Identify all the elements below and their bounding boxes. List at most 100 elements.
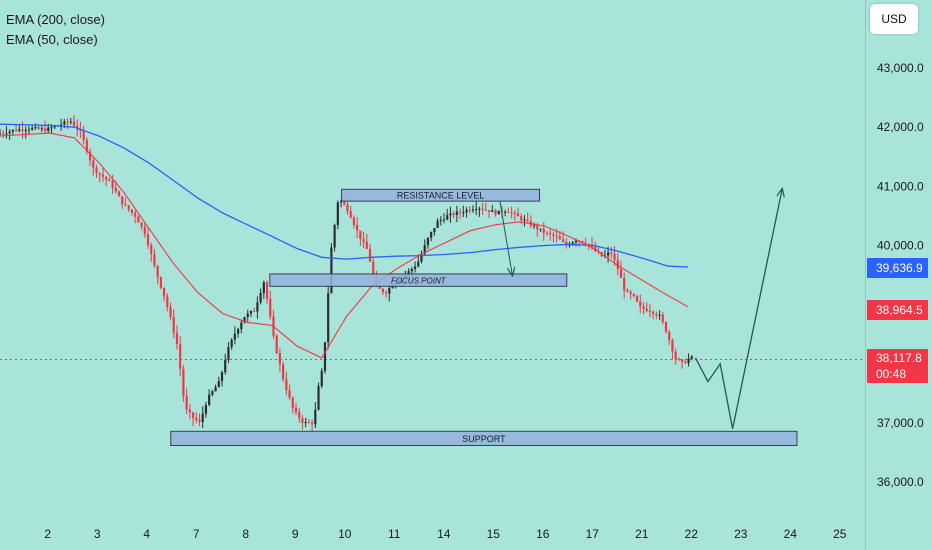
currency-button[interactable]: USD [870,4,918,34]
candle-body [101,174,105,177]
annotations-group [499,189,783,430]
countdown-timer: 00:48 [876,367,907,381]
candle-body [430,232,433,238]
candle-body [143,226,146,235]
candle-body [179,344,182,370]
candle-body [172,317,175,333]
candle-body [323,342,327,371]
candle-body [356,225,359,231]
candle-body [63,121,66,125]
candle-body [121,196,124,205]
candle-body [558,236,561,240]
candle-body [130,209,134,213]
candle-body [327,293,330,343]
candle-body [410,268,413,272]
candle-body [249,311,253,314]
candle-body [72,121,76,126]
candle-body [613,253,616,261]
candle-body [568,244,571,246]
candle-body [336,202,339,225]
candle-body [571,242,574,245]
last-price-value: 38,117.8 [876,351,922,365]
candle-body [471,209,475,211]
candle-body [88,151,92,161]
candle-body [211,391,214,395]
candle-body [201,413,204,422]
candle-body [233,333,236,340]
candle-body [607,252,610,256]
support-zone[interactable] [170,430,798,447]
resistance-zone[interactable] [341,188,541,202]
candle-body [50,127,53,129]
focus-arrow[interactable] [499,201,512,275]
time-tick-label: 25 [833,527,847,541]
candle-body [259,293,262,303]
time-tick-label: 16 [536,527,550,541]
candle-body [372,261,375,276]
candle-body [661,314,664,323]
candle-body [227,347,230,360]
candle-body [47,127,50,131]
candle-body [552,234,555,236]
candle-body [2,133,5,135]
price-tick-label: 37,000.0 [877,416,924,430]
candle-body [388,287,391,294]
candle-body [639,301,642,307]
candle-body [545,232,549,234]
candle-body [635,295,639,302]
time-tick-label: 15 [487,527,501,541]
candle-body [166,296,169,307]
candle-body [523,219,526,221]
candle-body [365,241,368,249]
candle-body [359,230,362,239]
candle-body [82,130,85,141]
candle-body [449,213,452,216]
candle-body [14,129,18,131]
candle-body [439,219,442,221]
candle-body [18,129,21,131]
candle-body [468,209,471,211]
candle-body [565,241,568,246]
projection-path[interactable] [694,189,783,430]
time-tick-label: 22 [685,527,699,541]
candle-body [60,124,63,126]
focus-zone[interactable] [269,273,568,287]
candle-body [53,125,56,128]
candle-body [85,140,88,152]
candle-body [114,187,117,192]
candle-body [687,358,690,364]
candle-body [5,133,8,135]
candles-group [0,115,693,432]
candle-body [452,213,455,215]
candle-body [198,420,201,422]
candle-body [642,306,645,309]
candle-body [671,340,674,352]
candle-body [307,422,310,424]
ema200-legend[interactable]: EMA (200, close) [6,12,105,27]
ema50-legend[interactable]: EMA (50, close) [6,32,98,47]
candle-body [391,285,394,288]
candle-body [436,220,439,228]
candle-body [282,364,285,380]
time-tick-label: 14 [437,527,451,541]
candle-body [610,252,613,254]
candle-body [339,201,343,203]
candle-body [188,409,191,413]
candle-body [504,211,507,213]
candle-body [285,379,288,391]
candle-body [690,356,693,359]
candle-body [66,121,69,123]
candle-body [159,277,162,288]
candle-body [230,339,233,348]
time-tick-label: 11 [388,527,401,541]
candle-body [43,128,47,131]
candle-body [626,290,629,292]
candle-body [423,245,426,254]
candle-body [526,219,529,221]
candle-body [24,130,27,132]
candle-body [253,311,256,313]
candle-body [587,243,590,246]
candle-body [513,212,516,214]
